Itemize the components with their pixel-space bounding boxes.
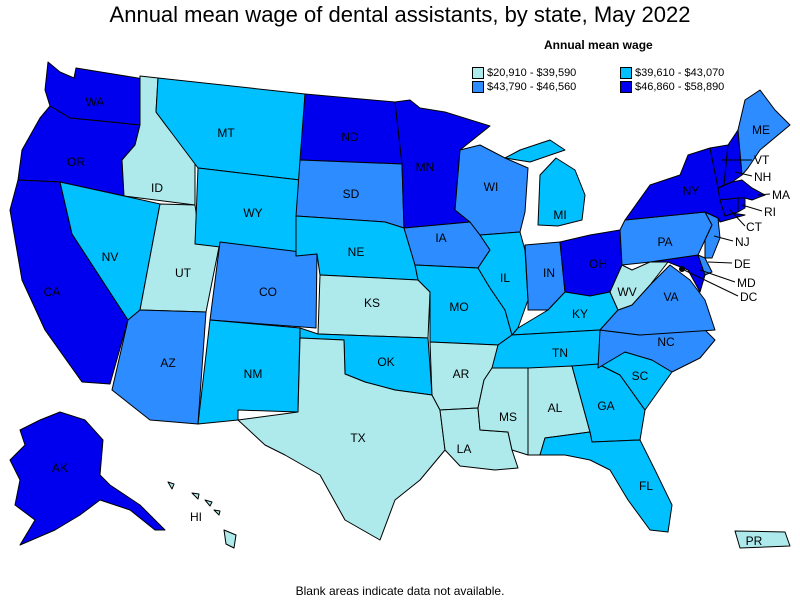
state-TX[interactable] [237, 337, 446, 541]
label-MI: MI [553, 208, 566, 222]
label-LA: LA [457, 442, 472, 456]
state-MI[interactable] [504, 139, 586, 227]
label-WA: WA [86, 95, 105, 109]
legend-item-tier-3: $46,860 - $58,890 [620, 81, 724, 93]
state-PR[interactable] [734, 530, 791, 549]
label-SD: SD [343, 187, 360, 201]
state-KS[interactable] [317, 274, 431, 339]
label-TN: TN [552, 346, 568, 360]
state-AZ[interactable] [111, 309, 207, 425]
label-NH: NH [754, 170, 771, 184]
label-ID: ID [151, 181, 163, 195]
label-OH: OH [589, 257, 607, 271]
label-WY: WY [243, 206, 262, 220]
map-title: Annual mean wage of dental assistants, b… [109, 2, 691, 27]
state-RI[interactable] [737, 197, 746, 213]
label-AR: AR [453, 367, 470, 381]
label-IN: IN [543, 266, 555, 280]
legend-item-tier-1: $39,610 - $43,070 [620, 67, 724, 79]
label-WV: WV [617, 285, 636, 299]
label-MS: MS [499, 410, 517, 424]
label-PR: PR [746, 534, 763, 548]
label-OR: OR [67, 155, 85, 169]
legend-swatch-tier-0 [472, 67, 484, 79]
label-SC: SC [632, 369, 649, 383]
state-NH[interactable] [723, 129, 743, 186]
label-AK: AK [52, 461, 68, 475]
label-NJ: NJ [735, 235, 750, 249]
label-NY: NY [683, 184, 700, 198]
label-MN: MN [416, 160, 435, 174]
label-RI: RI [764, 205, 776, 219]
legend-swatch-tier-1 [620, 67, 632, 79]
label-OK: OK [377, 355, 394, 369]
label-MT: MT [217, 126, 235, 140]
state-WI[interactable] [454, 144, 529, 236]
label-NM: NM [244, 367, 263, 381]
label-IL: IL [500, 271, 510, 285]
label-FL: FL [639, 479, 653, 493]
label-VA: VA [663, 290, 678, 304]
label-MD: MD [737, 276, 756, 290]
legend-label-tier-3: $46,860 - $58,890 [635, 81, 725, 93]
legend-item-tier-2: $43,790 - $46,560 [472, 81, 576, 93]
state-HI[interactable] [167, 481, 237, 549]
label-CA: CA [44, 285, 61, 299]
state-FL[interactable] [539, 431, 673, 533]
legend-label-tier-0: $20,910 - $39,590 [487, 67, 577, 79]
label-CT: CT [746, 220, 763, 234]
label-AL: AL [548, 401, 563, 415]
state-NJ[interactable] [704, 211, 721, 259]
label-NC: NC [657, 335, 675, 349]
legend-swatch-tier-2 [472, 81, 484, 93]
label-ND: ND [341, 130, 359, 144]
legend-title: Annual mean wage [544, 38, 653, 52]
label-TX: TX [350, 431, 365, 445]
label-MO: MO [449, 300, 468, 314]
label-DE: DE [734, 257, 751, 271]
label-NV: NV [102, 250, 119, 264]
footnote: Blank areas indicate data not available. [295, 584, 505, 598]
label-GA: GA [597, 399, 614, 413]
callout-lines [681, 159, 771, 297]
label-MA: MA [772, 188, 790, 202]
label-PA: PA [657, 235, 672, 249]
label-ME: ME [752, 123, 770, 137]
label-KY: KY [572, 307, 588, 321]
legend-label-tier-1: $39,610 - $43,070 [635, 67, 725, 79]
label-NE: NE [348, 245, 365, 259]
state-AK[interactable] [9, 411, 166, 546]
label-IA: IA [435, 231, 446, 245]
label-HI: HI [190, 510, 202, 524]
label-UT: UT [175, 266, 192, 280]
legend-item-tier-0: $20,910 - $39,590 [472, 67, 576, 79]
legend-swatch-tier-3 [620, 81, 632, 93]
legend-label-tier-2: $43,790 - $46,560 [487, 81, 577, 93]
state-DE[interactable] [697, 254, 713, 276]
label-VT: VT [754, 153, 770, 167]
label-CO: CO [259, 285, 277, 299]
label-WI: WI [484, 180, 499, 194]
state-CO[interactable] [209, 241, 318, 329]
state-ME[interactable] [737, 89, 791, 176]
label-DC: DC [740, 290, 758, 304]
state-ND[interactable] [299, 93, 403, 165]
label-AZ: AZ [160, 356, 175, 370]
label-KS: KS [364, 296, 380, 310]
